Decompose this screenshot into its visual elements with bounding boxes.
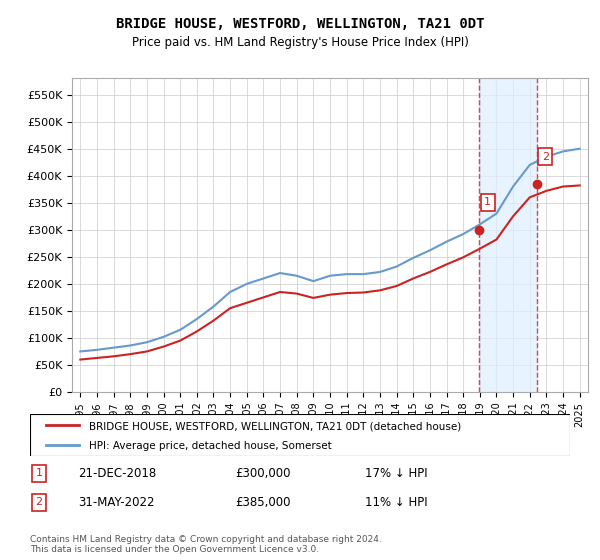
Text: £385,000: £385,000 — [235, 496, 290, 509]
Text: Price paid vs. HM Land Registry's House Price Index (HPI): Price paid vs. HM Land Registry's House … — [131, 36, 469, 49]
Text: 1: 1 — [484, 198, 491, 207]
Text: BRIDGE HOUSE, WESTFORD, WELLINGTON, TA21 0DT: BRIDGE HOUSE, WESTFORD, WELLINGTON, TA21… — [116, 17, 484, 31]
Text: HPI: Average price, detached house, Somerset: HPI: Average price, detached house, Some… — [89, 441, 332, 451]
FancyBboxPatch shape — [30, 414, 570, 456]
Text: Contains HM Land Registry data © Crown copyright and database right 2024.
This d: Contains HM Land Registry data © Crown c… — [30, 535, 382, 554]
Text: 11% ↓ HPI: 11% ↓ HPI — [365, 496, 427, 509]
Text: 2: 2 — [542, 152, 549, 161]
Text: 1: 1 — [35, 468, 43, 478]
Text: 21-DEC-2018: 21-DEC-2018 — [79, 467, 157, 480]
Text: 31-MAY-2022: 31-MAY-2022 — [79, 496, 155, 509]
Text: 2: 2 — [35, 497, 43, 507]
Text: £300,000: £300,000 — [235, 467, 290, 480]
Bar — [479, 78, 537, 392]
Text: 17% ↓ HPI: 17% ↓ HPI — [365, 467, 427, 480]
Text: BRIDGE HOUSE, WESTFORD, WELLINGTON, TA21 0DT (detached house): BRIDGE HOUSE, WESTFORD, WELLINGTON, TA21… — [89, 421, 461, 431]
